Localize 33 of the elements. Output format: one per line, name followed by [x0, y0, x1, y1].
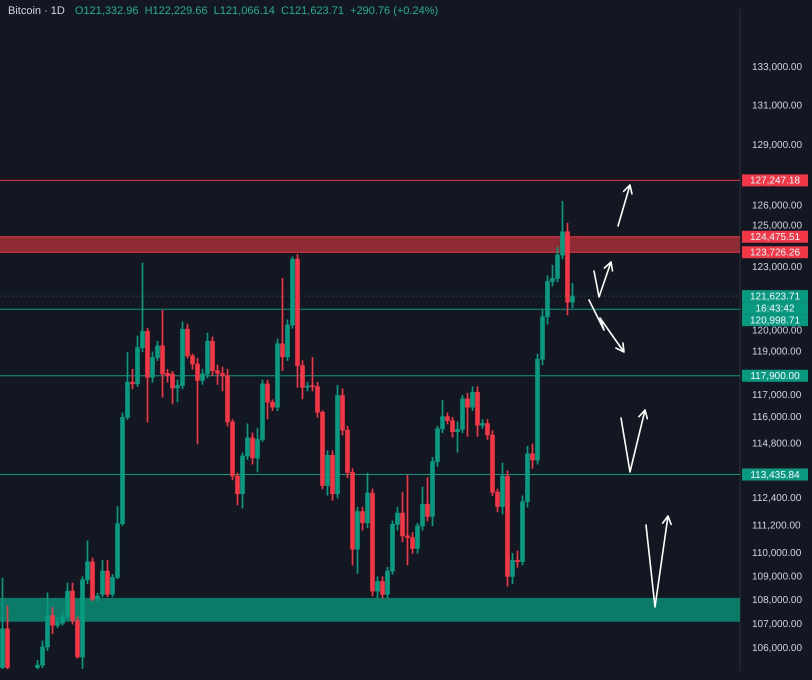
y-tick-label: 108,000.00 — [752, 595, 802, 606]
ref-line-label: 123,726.26 — [750, 247, 800, 258]
y-tick-label: 131,000.00 — [752, 100, 802, 112]
y-tick-label: 106,000.00 — [752, 642, 802, 654]
candlestick — [465, 392, 470, 437]
y-tick-label: 129,000.00 — [752, 140, 802, 152]
y-tick-label: 111,200.00 — [752, 520, 802, 532]
candlestick — [130, 368, 135, 390]
y-tick-label: 114,800.00 — [752, 438, 802, 450]
y-tick-label: 120,000.00 — [752, 325, 802, 336]
chart-subtitle: O121,332.96 H122,229.66 L121,066.14 C121,623.71 +290.76 (+0.24%) — [74, 5, 438, 18]
y-tick-label: 117,000.00 — [752, 390, 802, 402]
ref-line-label: 113,435.84 — [750, 470, 800, 481]
text: 16:43:42 — [756, 303, 795, 314]
y-tick-label: 119,000.00 — [752, 346, 802, 358]
ref-line-label: 117,900.00 — [750, 370, 800, 382]
y-tick-label: 125,000.00 — [752, 220, 802, 232]
ref-line-label: 127,247.18 — [750, 176, 800, 187]
ref-line-label: 124,475.51 — [750, 232, 800, 243]
candlestick — [280, 278, 285, 372]
y-tick-label: 133,000.00 — [752, 62, 802, 73]
y-tick-label: 107,000.00 — [752, 618, 802, 630]
y-tick-label: 116,000.00 — [752, 412, 802, 424]
ref-line-label: 121,623.71 — [750, 291, 800, 302]
candlestick — [305, 382, 310, 392]
ref-line-label: 120,998.71 — [750, 315, 800, 326]
candlestick — [515, 550, 520, 568]
chart-title: Bitcoin · 1D — [8, 5, 65, 18]
y-tick-label: 110,000.00 — [752, 548, 802, 560]
y-tick-label: 123,000.00 — [752, 262, 802, 274]
y-tick-label: 126,000.00 — [752, 200, 802, 212]
y-tick-label: 109,000.00 — [752, 571, 802, 582]
y-tick-label: 112,400.00 — [752, 492, 802, 504]
